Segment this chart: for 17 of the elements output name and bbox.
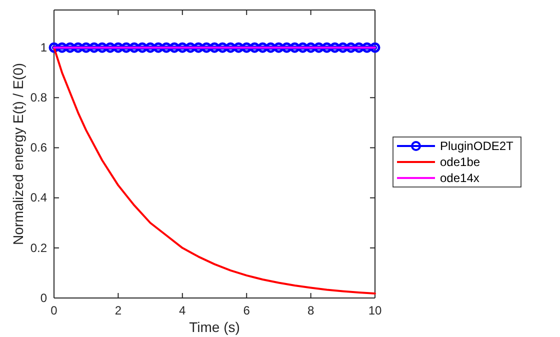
x-tick-label: 2	[114, 304, 122, 318]
x-tick-label: 6	[243, 304, 250, 318]
legend-label: ode1be	[440, 155, 480, 169]
y-tick-label: 0	[40, 290, 48, 305]
y-tick-label: 0.6	[30, 140, 48, 155]
x-tick-label: 4	[179, 304, 186, 318]
y-tick-label: 0.2	[30, 240, 48, 255]
y-axis-title: Normalized energy E(t) / E(0)	[10, 62, 26, 246]
legend-label: PluginODE2T	[440, 139, 514, 153]
x-tick-label: 8	[307, 304, 314, 318]
y-tick-label: 1	[40, 40, 48, 54]
x-axis-title: Time (s)	[189, 319, 240, 335]
y-tick-label: 0.4	[30, 190, 48, 205]
legend-label: ode14x	[440, 171, 480, 185]
y-tick-label: 0.8	[30, 90, 48, 104]
x-tick-label: 10	[368, 304, 382, 318]
x-tick-label: 0	[50, 304, 58, 318]
